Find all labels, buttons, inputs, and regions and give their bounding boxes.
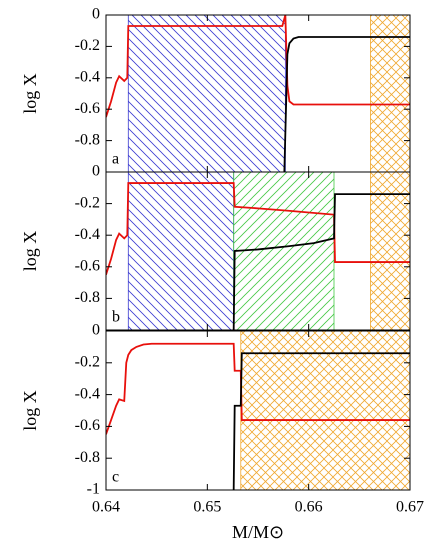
panel-label: b	[112, 309, 120, 326]
hatched-region	[240, 330, 411, 491]
y-axis-label: log X	[20, 73, 40, 114]
line-series	[106, 342, 410, 435]
panel-label: a	[112, 151, 119, 168]
y-tick-label: -1	[87, 481, 100, 498]
line-series	[106, 182, 410, 275]
y-tick-label: -0.6	[75, 257, 100, 274]
y-tick-label: -0.4	[75, 68, 100, 85]
y-tick-label: 0	[92, 163, 100, 180]
x-tick-label: 0.66	[295, 499, 323, 516]
hatched-region	[127, 14, 286, 173]
y-tick-label: -0.8	[75, 131, 100, 148]
line-series	[106, 15, 410, 118]
y-tick-label: -0.4	[75, 226, 100, 243]
x-tick-label: 0.67	[396, 499, 424, 516]
x-tick-label: 0.64	[92, 499, 120, 516]
line-series	[232, 193, 410, 330]
panel-label: c	[112, 469, 119, 486]
plot-frame	[105, 171, 411, 331]
hatched-region	[370, 171, 411, 331]
y-tick-label: -0.4	[75, 385, 100, 402]
hatched-region	[233, 171, 335, 331]
line-series	[232, 352, 410, 490]
y-tick-label: -0.8	[75, 449, 100, 466]
y-tick-label: -0.2	[75, 37, 100, 54]
y-tick-label: -0.2	[75, 194, 100, 211]
y-axis-label: log X	[20, 390, 40, 431]
y-tick-label: -0.2	[75, 353, 100, 370]
y-tick-label: -0.6	[75, 100, 100, 117]
hatched-region	[127, 171, 235, 331]
y-tick-label: -0.8	[75, 289, 100, 306]
hatched-region	[370, 14, 411, 173]
plot-frame	[105, 330, 411, 491]
y-tick-label: -0.6	[75, 417, 100, 434]
y-axis-label: log X	[20, 231, 40, 272]
y-tick-label: 0	[92, 6, 100, 23]
y-tick-label: 0	[92, 322, 100, 339]
x-tick-label: 0.65	[193, 499, 221, 516]
line-series	[283, 36, 410, 172]
x-axis-label: M/M⊙	[232, 522, 284, 542]
